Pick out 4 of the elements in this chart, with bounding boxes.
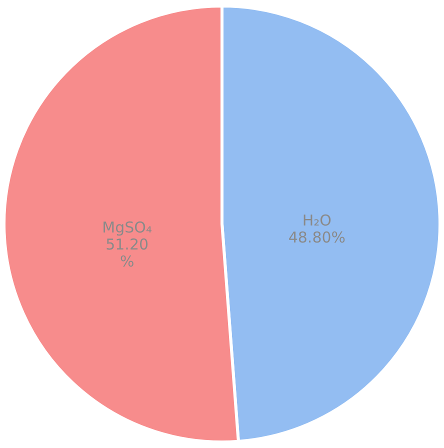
slice-label: H₂O <box>302 211 332 230</box>
data-label: 48.80% <box>288 228 346 246</box>
slice-label: MgSO₄ <box>102 218 152 237</box>
data-label: 51.20 % <box>106 236 149 271</box>
